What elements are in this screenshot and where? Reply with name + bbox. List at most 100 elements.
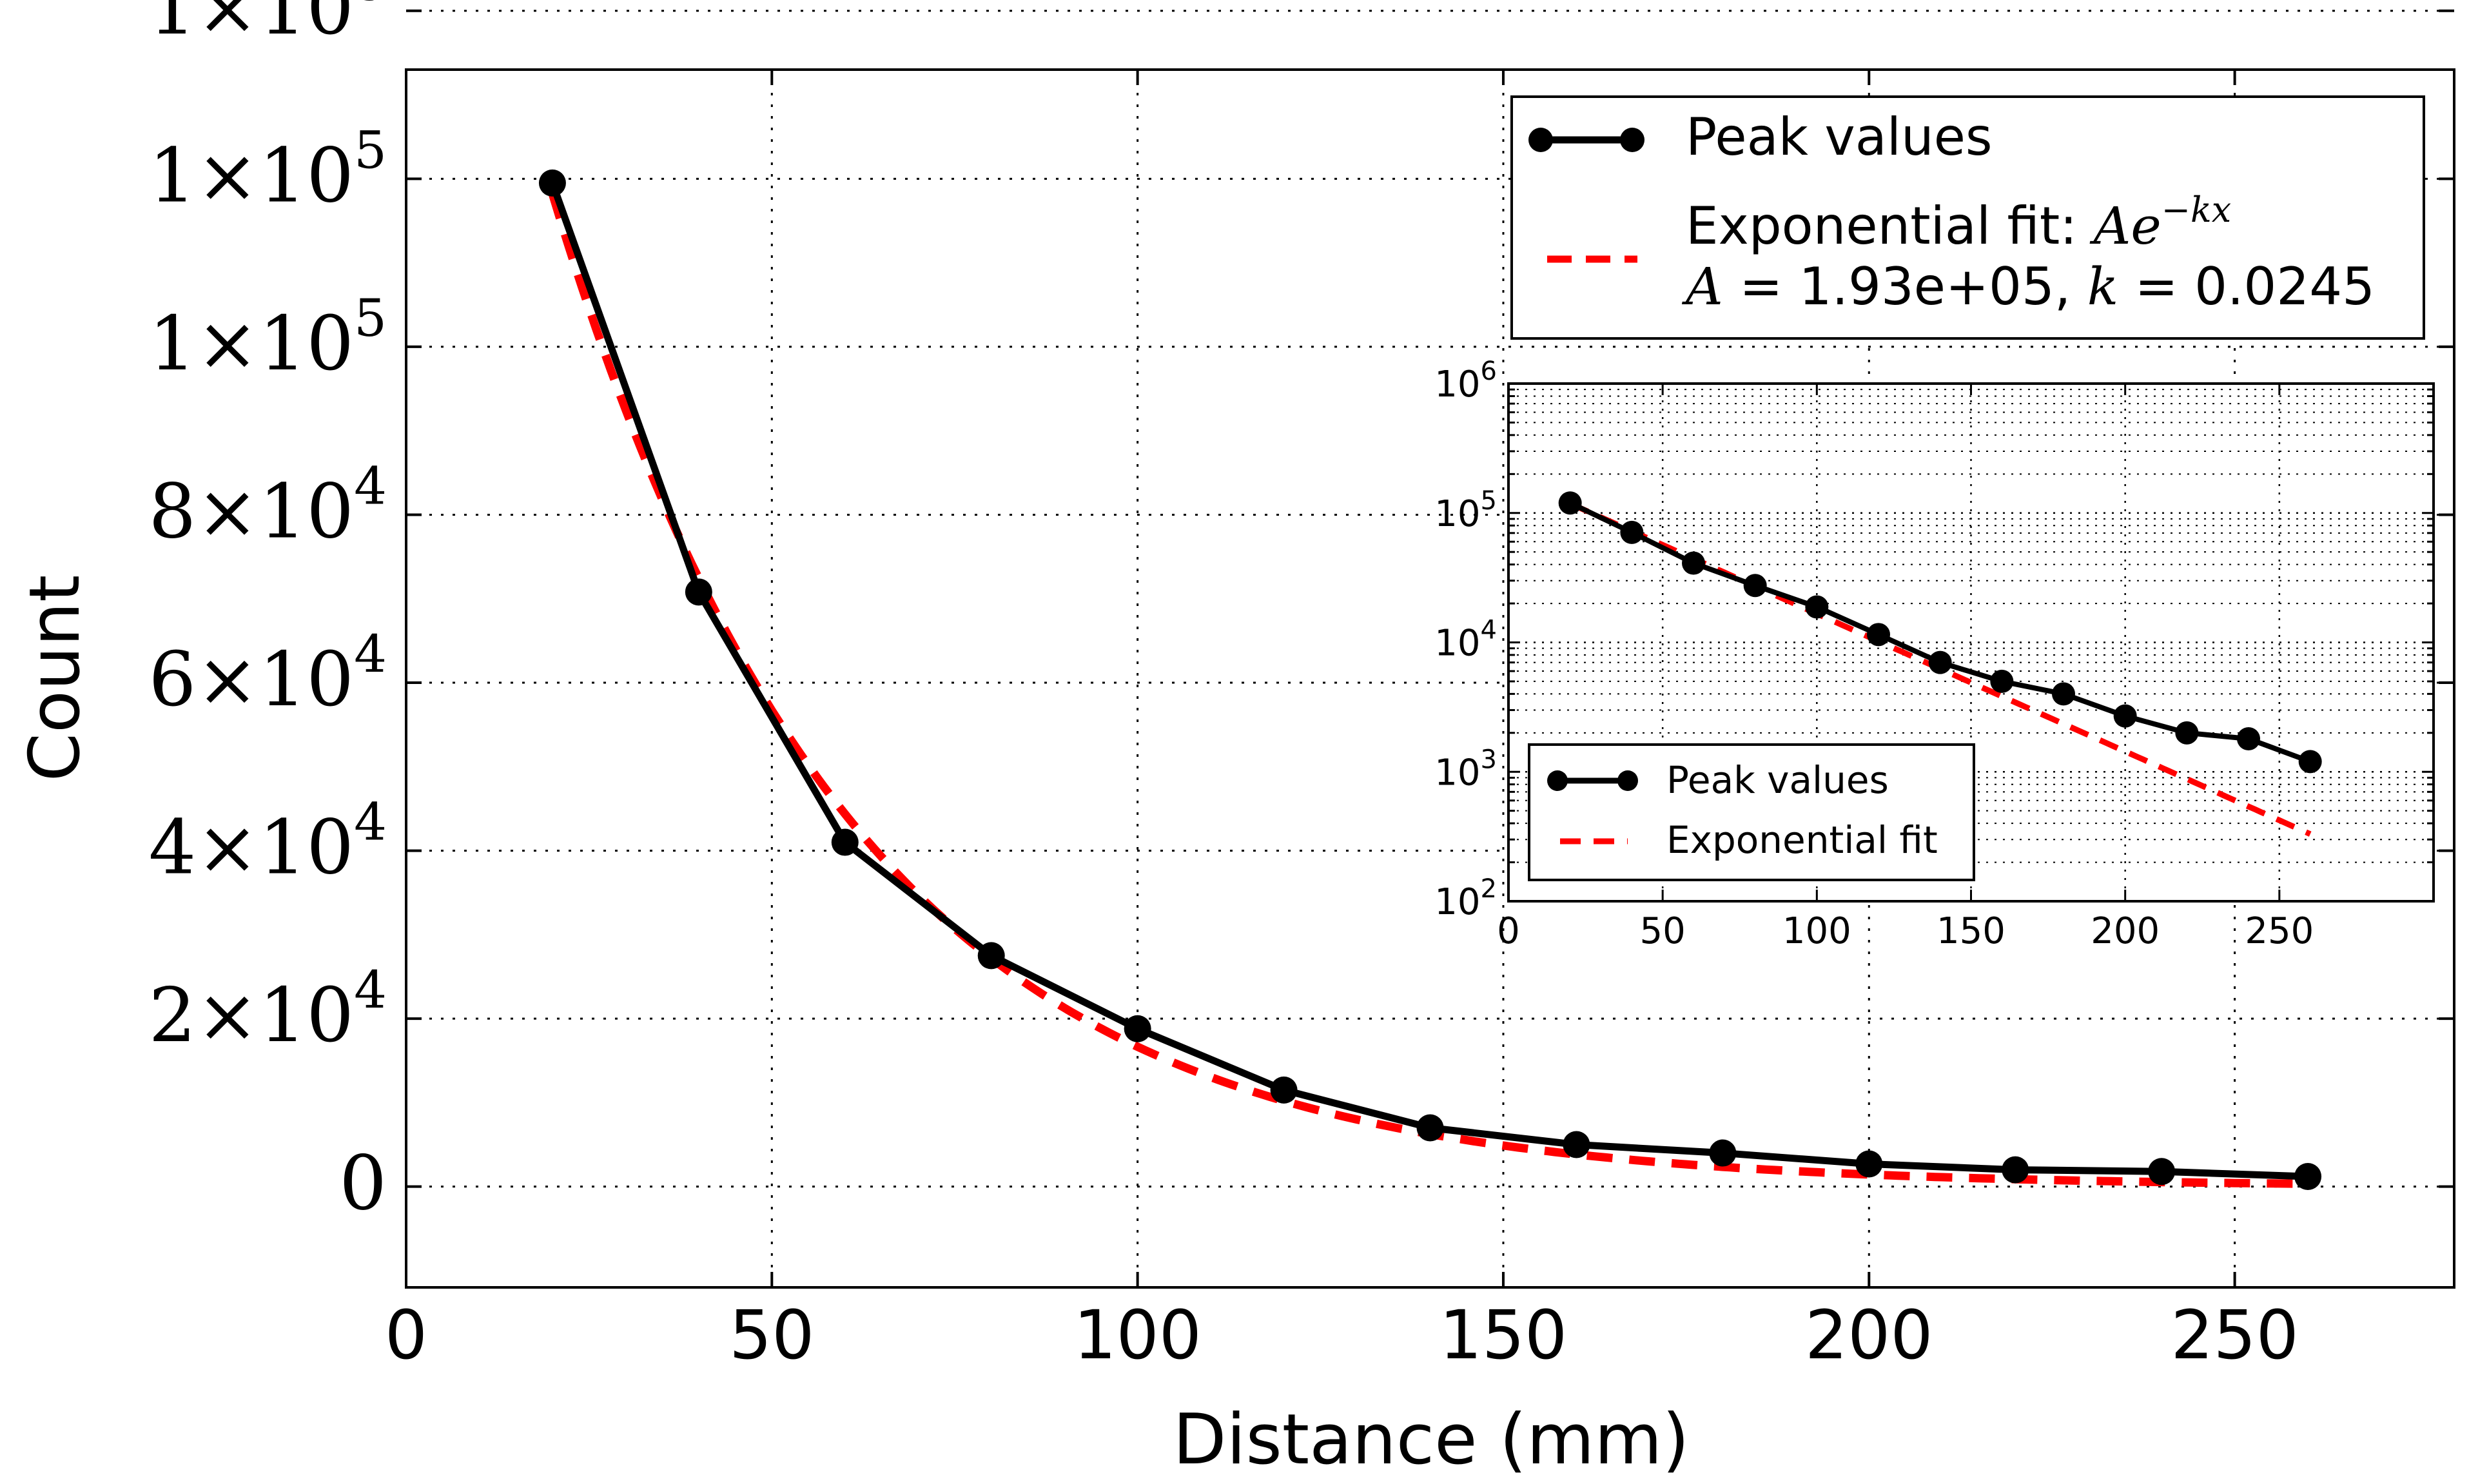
main-y-tick-mantissa: 1×10 (148, 132, 354, 219)
legend-fit-formula-base: Ae (2089, 196, 2162, 256)
inset-peak-point (1558, 491, 1582, 515)
inset-peak-point (1682, 551, 1705, 575)
inset-peak-point (2298, 750, 2322, 774)
inset-y-tick-base: 10 (1434, 881, 1480, 923)
main-x-tick-label: 150 (1439, 1296, 1568, 1374)
inset-y-tick-label: 105 (1434, 486, 1497, 535)
main-y-tick-label: 0 (339, 1140, 387, 1227)
inset-peak-point (1620, 520, 1644, 544)
inset-y-tick-exponent: 4 (1481, 616, 1497, 645)
main-peak-point (1709, 1139, 1737, 1167)
main-peak-point (831, 828, 859, 856)
main-y-tick-exponent: 4 (354, 960, 387, 1020)
inset-y-tick-base: 10 (1434, 623, 1480, 665)
inset-x-tick-label: 150 (1937, 910, 2005, 952)
main-y-tick-label: 8×104 (148, 456, 387, 555)
inset-peak-point (2175, 721, 2199, 745)
main-y-tick-label: 2×104 (148, 960, 387, 1059)
main-y-tick-mantissa: 1×10 (148, 300, 354, 387)
main-x-tick-label: 250 (2171, 1296, 2299, 1374)
inset-peak-point (1928, 650, 1952, 674)
main-peak-point (2294, 1163, 2322, 1191)
legend-fit-parameters: A = 1.93e+05, k = 0.0245 (1681, 257, 2375, 317)
main-y-tick-exponent: 5 (354, 0, 387, 12)
x-axis-label: Distance (mm) (1173, 1400, 1689, 1480)
inset-peak-point (2237, 727, 2260, 751)
main-peak-series (538, 169, 2322, 1191)
inset-y-tick-label: 104 (1434, 616, 1497, 665)
inset-y-tick-exponent: 5 (1481, 486, 1497, 516)
inset-legend-peak-swatch-marker-right (1617, 770, 1638, 791)
inset-peak-point (2052, 682, 2075, 706)
inset-y-tick-label: 102 (1434, 874, 1497, 923)
inset-x-tick-label: 250 (2245, 910, 2314, 952)
main-legend: Peak values Exponential fit: Ae−kx A = 1… (1510, 95, 2425, 340)
main-y-tick-exponent: 5 (354, 288, 387, 348)
main-peak-point (2002, 1156, 2029, 1184)
main-y-tick-exponent: 4 (354, 456, 387, 516)
inset-legend-fit-label: Exponential fit (1666, 818, 1938, 862)
main-y-tick-mantissa: 4×10 (148, 805, 354, 892)
inset-y-tick-base: 10 (1434, 364, 1480, 405)
inset-x-tick-label: 0 (1497, 910, 1520, 952)
main-x-tick-label: 0 (385, 1296, 427, 1374)
main-plot-frame (405, 68, 2455, 1289)
main-y-tick-exponent: 4 (354, 624, 387, 684)
main-y-tick-label: 1×105 (148, 288, 387, 387)
y-axis-label: Count (15, 575, 95, 782)
main-peak-point (538, 169, 566, 197)
legend-fit-A-value: = 1.93e+05, (1723, 257, 2087, 317)
main-peak-point (1416, 1114, 1444, 1142)
main-y-tick-exponent: 4 (354, 792, 387, 852)
inset-x-tick-labels: 0 50 100 150 200 250 (1497, 910, 2314, 952)
main-peak-point (2148, 1158, 2176, 1186)
main-x-tick-labels: 0 50 100 150 200 250 (385, 1296, 2299, 1374)
main-x-tick-label: 50 (729, 1296, 814, 1374)
main-y-tick-label: 1×105 (148, 120, 387, 219)
inset-y-tick-exponent: 3 (1481, 745, 1497, 774)
legend-fit-prefix: Exponential fit: (1686, 196, 2094, 256)
legend-peak-swatch-marker-right (1620, 128, 1644, 152)
inset-legend-peak-swatch-marker-left (1547, 770, 1568, 791)
inset-x-tick-label: 50 (1640, 910, 1686, 952)
main-y-tick-label: 4×104 (148, 792, 387, 892)
inset-tick-marks (1507, 382, 2434, 903)
main-x-tick-label: 200 (1805, 1296, 1933, 1374)
inset-peak-point (1805, 595, 1829, 619)
legend-fit-k-value: = 0.0245 (2118, 257, 2375, 317)
main-peak-point (977, 942, 1005, 970)
legend-peak-label: Peak values (1686, 107, 1993, 167)
main-y-tick-mantissa: 8×10 (148, 468, 354, 555)
inset-y-tick-base: 10 (1434, 493, 1480, 535)
inset-peak-point (1867, 623, 1890, 647)
legend-fit-label: Exponential fit: Ae−kx (1686, 190, 2231, 256)
inset-y-tick-exponent: 2 (1481, 874, 1497, 904)
main-peak-point (1270, 1076, 1298, 1104)
inset-legend: Peak values Exponential fit (1528, 743, 1975, 881)
main-peak-point (685, 578, 712, 606)
main-peak-point (1124, 1015, 1151, 1042)
main-y-tick-label: 6×104 (148, 624, 387, 723)
main-peak-point (1563, 1131, 1590, 1158)
inset-peak-point (1990, 669, 2014, 693)
main-x-tick-label: 100 (1073, 1296, 1202, 1374)
inset-legend-box (1528, 743, 1975, 881)
main-y-tick-exponent: 5 (354, 120, 387, 180)
main-y-tick-label: 1×105 (148, 0, 387, 52)
main-tick-marks (405, 9, 2454, 1287)
inset-y-tick-base: 10 (1434, 752, 1480, 794)
main-peak-point (1855, 1150, 1883, 1178)
inset-y-tick-label: 106 (1434, 356, 1497, 405)
inset-y-tick-exponent: 6 (1481, 356, 1497, 386)
legend-fit-formula-exponent: −kx (2162, 190, 2231, 230)
inset-x-tick-label: 100 (1782, 910, 1851, 952)
legend-fit-A-symbol: A (1681, 257, 1723, 317)
legend-peak-swatch-marker-left (1528, 128, 1553, 152)
legend-fit-k-symbol: k (2087, 257, 2118, 317)
main-y-tick-mantissa: 1×10 (148, 0, 354, 52)
inset-x-tick-label: 200 (2091, 910, 2160, 952)
